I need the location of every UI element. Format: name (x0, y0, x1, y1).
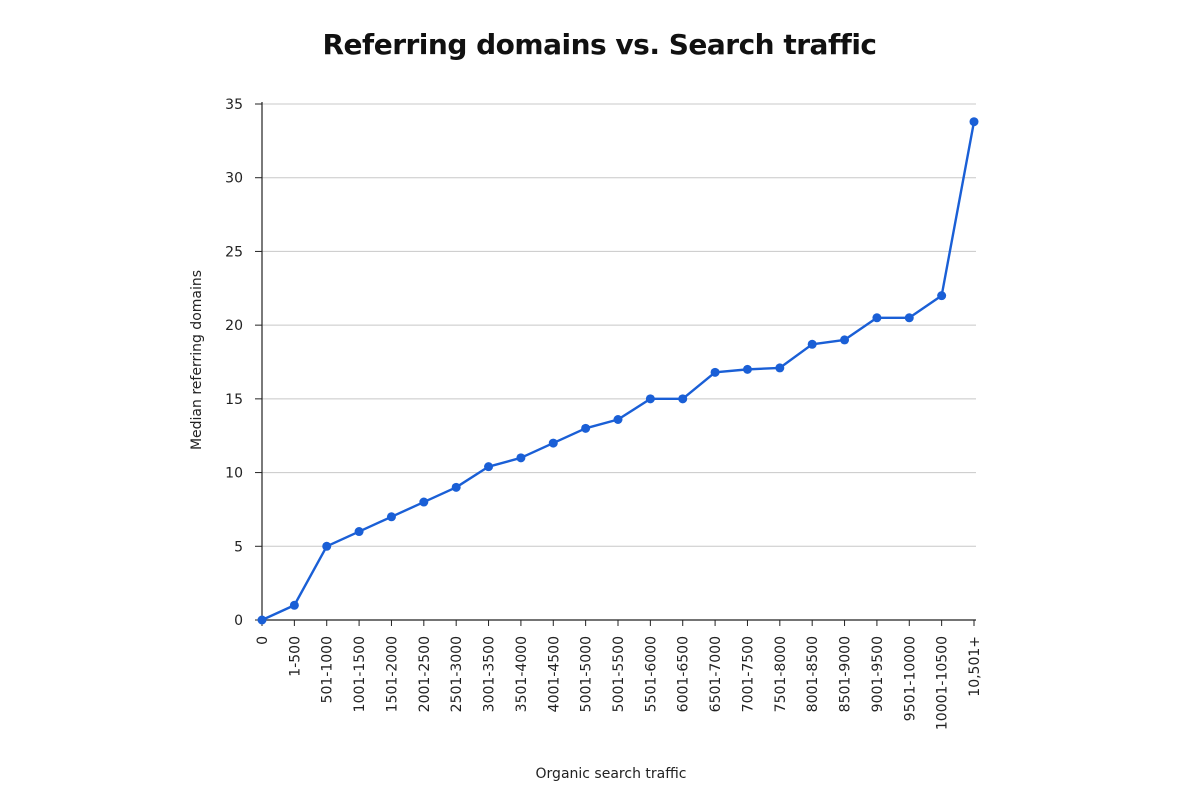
y-tick-label: 10 (225, 466, 243, 482)
x-tick-label: 3501-4000 (514, 636, 530, 712)
x-tick-label: 10001-10500 (935, 636, 951, 730)
data-point (548, 438, 558, 448)
data-point (322, 541, 332, 551)
data-point (775, 363, 785, 373)
data-point (840, 335, 850, 345)
x-tick-label: 1001-1500 (352, 636, 368, 712)
data-point (451, 482, 461, 492)
x-tick-label: 0 (255, 636, 271, 645)
x-tick-label: 5001-5000 (579, 636, 595, 712)
y-tick-label: 0 (234, 613, 243, 629)
y-tick-label: 15 (225, 392, 243, 408)
x-tick-label: 5001-5500 (611, 636, 627, 712)
series-line (261, 121, 976, 622)
data-points (257, 117, 979, 625)
x-tick-label: 7001-7500 (740, 636, 756, 712)
x-tick-labels: 0 1-500 501-1000 1001-1500 1501-2000 2001-250… (255, 636, 983, 730)
axes (255, 102, 976, 626)
data-point (581, 423, 591, 433)
x-tick-label: 1501-2000 (384, 636, 400, 712)
x-tick-label: 6001-6500 (676, 636, 692, 712)
x-tick-label: 5501-6000 (643, 636, 659, 712)
x-tick-label: 501-1000 (320, 636, 336, 703)
x-tick-label: 10,501+ (967, 636, 983, 697)
x-tick-label: 2001-2500 (417, 636, 433, 712)
data-point (354, 527, 364, 537)
data-point (484, 462, 494, 472)
x-tick-label: 7501-8000 (773, 636, 789, 712)
series-line-path (261, 121, 976, 622)
data-point (257, 615, 267, 625)
x-tick-label: 9001-9500 (870, 636, 886, 712)
y-axis-label: Median referring domains (189, 270, 205, 450)
data-point (516, 453, 526, 463)
data-point (807, 339, 817, 349)
data-point (289, 600, 299, 610)
x-tick-label: 9501-10000 (902, 636, 918, 721)
data-point (678, 394, 688, 404)
x-tick-label: 6501-7000 (708, 636, 724, 712)
data-point (419, 497, 429, 507)
x-tick-label: 3001-3500 (482, 636, 498, 712)
y-tick-label: 35 (225, 97, 243, 113)
x-tick-label: 8001-8500 (805, 636, 821, 712)
data-point (613, 414, 623, 424)
data-point (969, 117, 979, 127)
data-point (386, 512, 396, 522)
x-tick-label: 2501-3000 (449, 636, 465, 712)
data-point (710, 367, 720, 377)
data-point (937, 291, 947, 301)
x-axis-label: Organic search traffic (536, 766, 687, 782)
x-tick-label: 4001-4500 (546, 636, 562, 712)
y-tick-label: 5 (234, 539, 243, 555)
y-tick-label: 30 (225, 171, 243, 187)
data-point (904, 313, 914, 323)
data-point (742, 364, 752, 374)
y-tick-label: 25 (225, 244, 243, 260)
y-tick-labels: 0 5 10 15 20 25 30 35 (225, 97, 243, 629)
x-tick-label: 1-500 (287, 636, 303, 677)
x-tick-label: 8501-9000 (838, 636, 854, 712)
data-point (872, 313, 882, 323)
data-point (645, 394, 655, 404)
chart-title: Referring domains vs. Search traffic (322, 28, 877, 61)
y-tick-label: 20 (225, 318, 243, 334)
grid-lines (262, 103, 976, 547)
